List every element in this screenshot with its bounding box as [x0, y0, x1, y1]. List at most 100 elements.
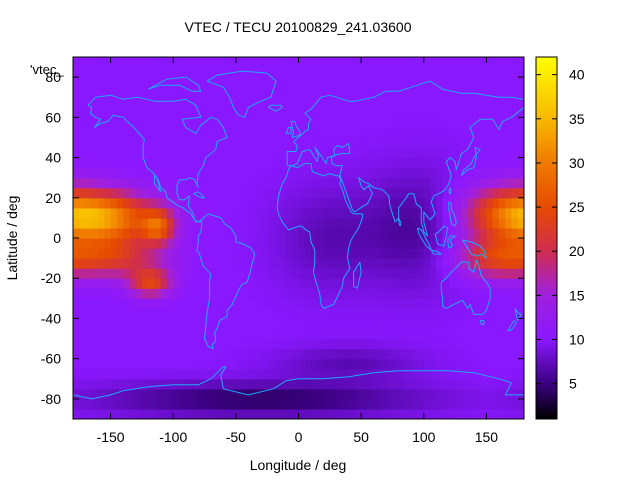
heat-cell: [242, 298, 249, 309]
heat-cell: [461, 227, 469, 239]
heat-cell: [210, 227, 218, 239]
heat-cell: [354, 147, 362, 159]
heat-cell: [204, 328, 212, 340]
heat-cell: [204, 107, 212, 118]
heat-cell: [392, 408, 400, 419]
heat-cell: [135, 258, 143, 269]
heat-cell: [379, 308, 387, 320]
heat-cell: [285, 147, 293, 159]
heat-cell: [204, 197, 212, 209]
heat-cell: [480, 388, 488, 400]
heat-cell: [430, 87, 437, 98]
heat-cell: [342, 248, 350, 259]
heat-cell: [242, 278, 249, 289]
heat-cell: [298, 308, 306, 320]
heat-cell: [323, 127, 331, 139]
heat-cell: [455, 177, 462, 189]
heat-cell: [348, 388, 356, 400]
heat-cell: [404, 77, 412, 88]
heat-cell: [348, 308, 356, 320]
heat-cell: [329, 67, 337, 78]
heat-cell: [354, 157, 362, 169]
heat-cell: [217, 207, 224, 219]
heat-cell: [154, 167, 162, 179]
heat-cell: [423, 127, 431, 139]
heat-cell: [217, 67, 224, 78]
heat-cell: [448, 77, 456, 88]
heat-cell: [123, 388, 130, 400]
heat-cell: [361, 348, 368, 360]
heat-cell: [198, 197, 206, 209]
heat-cell: [411, 147, 419, 159]
heat-cell: [373, 107, 381, 118]
heat-cell: [367, 258, 375, 269]
heat-cell: [304, 368, 312, 380]
heat-cell: [498, 137, 506, 149]
heat-cell: [248, 187, 256, 199]
heat-cell: [166, 187, 174, 199]
heat-cell: [392, 187, 400, 199]
heat-cell: [498, 77, 506, 88]
heat-cell: [342, 227, 350, 239]
heat-cell: [398, 157, 406, 169]
heat-cell: [267, 137, 275, 149]
heat-cell: [336, 107, 343, 118]
heat-cell: [160, 217, 168, 229]
heat-cell: [104, 318, 112, 330]
heat-cell: [273, 408, 281, 419]
heat-cell: [392, 167, 400, 179]
heat-cell: [311, 358, 318, 370]
heat-cell: [98, 358, 105, 370]
heat-cell: [154, 107, 162, 118]
heat-cell: [492, 338, 500, 350]
heat-cell: [461, 288, 469, 299]
heat-cell: [292, 398, 300, 410]
heat-cell: [311, 217, 318, 229]
heat-cell: [348, 278, 356, 289]
heat-cell: [486, 167, 494, 179]
heat-cell: [267, 207, 275, 219]
heat-cell: [467, 388, 475, 400]
heat-cell: [235, 67, 243, 78]
heat-cell: [210, 408, 218, 419]
heat-cell: [317, 97, 325, 108]
heat-cell: [285, 187, 293, 199]
heat-cell: [229, 238, 237, 249]
heat-cell: [317, 308, 325, 320]
heat-cell: [336, 127, 343, 139]
heat-cell: [123, 348, 130, 360]
heat-cell: [342, 117, 350, 128]
heat-cell: [398, 318, 406, 330]
heat-cell: [179, 197, 187, 209]
heat-cell: [185, 227, 193, 239]
heat-cell: [492, 87, 500, 98]
heat-cell: [336, 398, 343, 410]
heat-cell: [386, 378, 394, 390]
heat-cell: [348, 177, 356, 189]
heat-cell: [329, 227, 337, 239]
heat-cell: [505, 298, 513, 309]
heat-cell: [379, 187, 387, 199]
heat-cell: [79, 298, 87, 309]
heat-cell: [141, 57, 149, 68]
heat-cell: [505, 248, 513, 259]
heat-cell: [85, 87, 93, 98]
heat-cell: [173, 248, 181, 259]
heat-cell: [367, 338, 375, 350]
heat-cell: [367, 107, 375, 118]
heat-cell: [110, 167, 118, 179]
heat-cell: [505, 227, 513, 239]
heat-cell: [217, 378, 224, 390]
heat-cell: [154, 238, 162, 249]
heat-cell: [229, 318, 237, 330]
heat-cell: [248, 157, 256, 169]
heat-cell: [179, 187, 187, 199]
heat-cell: [198, 97, 206, 108]
heat-cell: [361, 288, 368, 299]
heat-cell: [348, 258, 356, 269]
heat-cell: [373, 167, 381, 179]
heat-cell: [98, 258, 105, 269]
heat-cell: [342, 398, 350, 410]
heat-cell: [85, 137, 93, 149]
heat-cell: [166, 288, 174, 299]
